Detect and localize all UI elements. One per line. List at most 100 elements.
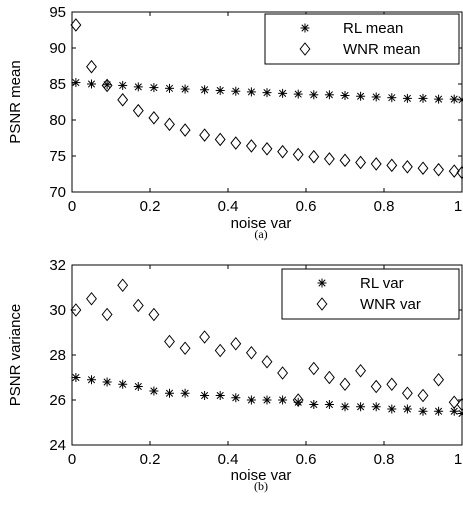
data-point — [230, 336, 242, 351]
data-point — [86, 291, 97, 306]
y-tick-label: 30 — [49, 302, 66, 319]
data-point — [179, 341, 191, 356]
data-point — [70, 18, 82, 32]
data-point — [387, 93, 397, 103]
data-point — [371, 402, 381, 412]
legend-marker-asterisk — [300, 23, 310, 33]
data-point — [71, 373, 81, 382]
data-point — [215, 391, 225, 400]
x-tick-label: 0.4 — [218, 451, 239, 468]
data-point — [164, 117, 175, 132]
data-point — [101, 78, 113, 93]
y-tick-label: 75 — [49, 148, 66, 165]
data-point — [309, 90, 319, 100]
data-point — [355, 363, 367, 378]
data-point — [277, 144, 289, 159]
data-point — [246, 87, 256, 97]
data-point — [165, 83, 174, 93]
data-point — [324, 90, 334, 100]
data-point — [214, 343, 226, 358]
x-tick-label: 0.4 — [218, 198, 239, 215]
data-point — [308, 361, 320, 376]
legend-entry: RL mean — [343, 20, 403, 37]
x-tick-label: 0 — [68, 451, 76, 468]
legend: RL mean WNR mean — [264, 13, 460, 65]
data-point — [71, 78, 81, 88]
data-point — [87, 375, 96, 385]
data-point — [102, 377, 112, 387]
data-point — [133, 82, 143, 92]
series-rl-mean — [71, 78, 463, 105]
x-tick-label: 0 — [68, 198, 76, 215]
data-point — [456, 165, 463, 180]
y-tick-label: 24 — [49, 437, 66, 454]
data-point — [355, 155, 367, 170]
x-tick-label: 0.2 — [140, 451, 161, 468]
chart-panel-a: 0 0.2 0.4 0.6 0.8 1 70 75 80 85 90 95 noise var PSNR … — [7, 4, 463, 241]
data-point — [86, 59, 97, 74]
data-point — [132, 298, 144, 313]
legend-marker-diamond — [316, 297, 328, 311]
data-point — [449, 406, 459, 416]
data-point — [371, 92, 381, 102]
data-point — [117, 93, 129, 107]
x-axis-label: noise var — [231, 467, 292, 484]
data-point — [180, 388, 190, 398]
data-point — [293, 89, 303, 99]
data-point — [434, 406, 444, 416]
x-axis-label: noise var — [231, 215, 292, 232]
data-point — [292, 147, 304, 162]
data-point — [457, 95, 463, 105]
data-point — [448, 395, 460, 410]
x-tick-label: 1 — [454, 451, 462, 468]
x-tick-label: 0.8 — [374, 451, 395, 468]
data-point — [165, 388, 174, 398]
data-point — [323, 152, 335, 166]
y-tick-label: 70 — [49, 184, 66, 201]
data-point — [277, 366, 289, 380]
data-point — [278, 395, 288, 405]
series-wnr-mean — [70, 18, 463, 180]
data-point — [214, 132, 226, 147]
data-point — [340, 91, 350, 101]
data-point — [448, 164, 460, 178]
data-point — [340, 402, 350, 412]
data-point — [339, 377, 351, 392]
data-point — [324, 400, 334, 409]
legend-box — [281, 268, 460, 320]
data-point — [118, 80, 128, 90]
data-point — [323, 370, 335, 385]
data-point — [278, 88, 288, 98]
data-point — [261, 141, 273, 156]
data-point — [370, 379, 382, 394]
data-point — [231, 393, 241, 403]
data-point — [356, 402, 366, 412]
data-point — [132, 103, 144, 118]
x-tick-label: 0.6 — [296, 198, 317, 215]
data-point — [339, 153, 351, 168]
y-tick-label: 90 — [49, 40, 66, 57]
data-point — [179, 123, 191, 137]
figure-caption: (a) — [254, 227, 267, 241]
data-point — [148, 111, 160, 125]
data-point — [401, 386, 413, 401]
data-point — [434, 94, 444, 104]
legend-entry: RL var — [360, 275, 404, 292]
y-tick-label: 28 — [49, 347, 66, 364]
y-tick-label: 26 — [49, 392, 66, 409]
data-point — [70, 303, 82, 317]
data-point — [149, 83, 159, 93]
data-point — [370, 157, 382, 171]
y-tick-label: 95 — [49, 4, 66, 21]
data-point — [200, 391, 210, 400]
data-point — [386, 158, 398, 173]
data-point — [117, 278, 129, 293]
series-wnr-var — [70, 278, 463, 412]
data-point — [449, 94, 459, 104]
data-point — [418, 93, 428, 103]
data-point — [245, 139, 257, 153]
data-point — [262, 395, 272, 405]
legend-marker-diamond — [299, 42, 311, 56]
data-point — [180, 84, 190, 94]
figure-caption: (b) — [254, 479, 268, 493]
